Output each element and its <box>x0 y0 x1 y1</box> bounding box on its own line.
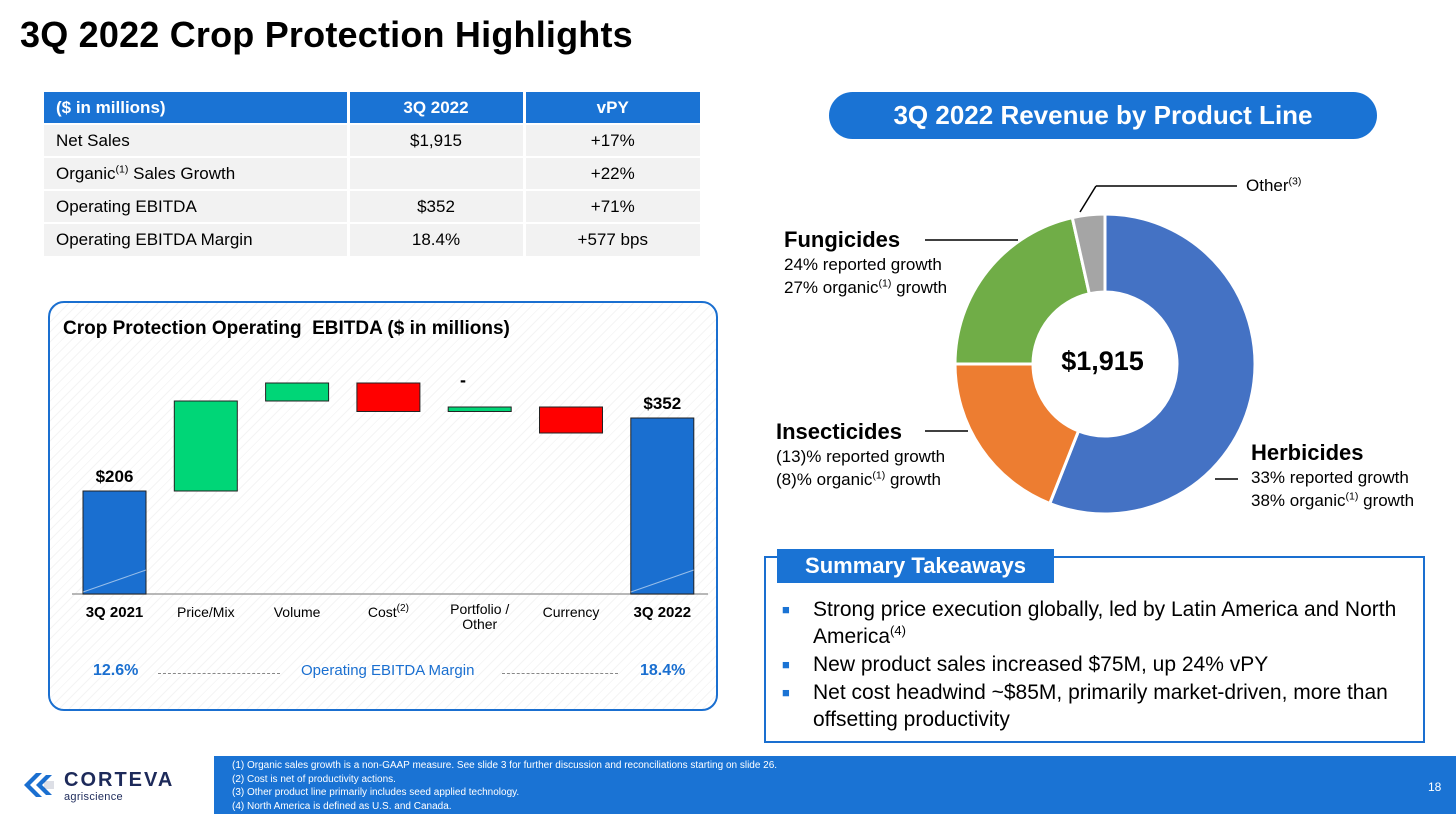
kpi-table: ($ in millions) 3Q 2022 vPY Net Sales $1,… <box>44 92 700 256</box>
kpi-row-value: $352 <box>348 189 526 223</box>
kpi-row-vpy: +22% <box>524 156 700 190</box>
kpi-row-value: 18.4% <box>348 222 526 256</box>
kpi-row-value <box>348 156 526 190</box>
summary-title: Summary Takeaways <box>777 549 1054 583</box>
revenue-title-pill: 3Q 2022 Revenue by Product Line <box>829 92 1377 139</box>
brand-name: CORTEVA <box>64 769 175 791</box>
footnote-4: (4) North America is defined as U.S. and… <box>232 800 452 812</box>
insecticides-reported: (13)% reported growth <box>776 447 946 466</box>
label-other: Other(3) <box>1246 175 1302 195</box>
footnotes: (1) Organic sales growth is a non-GAAP m… <box>232 759 777 813</box>
label-fungicides: Fungicides 24% reported growth 27% organ… <box>784 226 947 299</box>
summary-item: ■ New product sales increased $75M, up 24… <box>782 653 1269 676</box>
footer: CORTEVA agriscience <box>0 756 1456 814</box>
label-insecticides: Insecticides (13)% reported growth (8)% … <box>776 418 945 491</box>
footnote-2: (2) Cost is net of productivity actions. <box>232 773 396 785</box>
kpi-row: Operating EBITDA Margin 18.4% +577 bps <box>44 222 700 256</box>
corteva-leaf-icon <box>24 773 54 797</box>
kpi-row-vpy: +577 bps <box>524 222 700 256</box>
kpi-row-label: Net Sales <box>44 123 350 157</box>
bullet-square-icon: ■ <box>782 657 790 672</box>
herbicides-reported: 33% reported growth <box>1251 468 1409 487</box>
kpi-row-label: Operating EBITDA <box>44 189 350 223</box>
insecticides-organic: (8)% organic(1) growth <box>776 469 941 489</box>
bar-highlight <box>630 569 694 593</box>
waterfall-bar <box>630 417 695 595</box>
donut-slice <box>1070 212 1107 296</box>
category-label: Price/Mix <box>177 604 235 620</box>
label-herbicides: Herbicides 33% reported growth 38% organ… <box>1251 439 1414 512</box>
category-label: 3Q 2022 <box>634 604 692 621</box>
leader-line <box>1079 185 1097 213</box>
footnote-3: (3) Other product line primarily include… <box>232 787 520 798</box>
footer-bar <box>214 756 1456 814</box>
margin-2021: 12.6% <box>93 662 139 679</box>
kpi-row: Net Sales $1,915 +17% <box>44 123 700 157</box>
margin-label: Operating EBITDA Margin <box>301 662 475 679</box>
bullet-square-icon: ■ <box>782 602 790 617</box>
bullet-square-icon: ■ <box>782 685 790 700</box>
stray-mark: - <box>460 370 466 390</box>
summary-box <box>764 556 1425 743</box>
insecticides-name: Insecticides <box>776 419 902 444</box>
brand-sub: agriscience <box>64 791 123 803</box>
kpi-row: Organic(1) Sales Growth +22% <box>44 156 700 190</box>
summary-item: ■ Strong price execution globally, led by… <box>782 598 1397 648</box>
waterfall-bar <box>539 406 603 434</box>
kpi-header-units: ($ in millions) <box>44 92 350 124</box>
waterfall-bar <box>265 382 330 402</box>
kpi-header-vpy: vPY <box>524 92 700 124</box>
margin-dash-left <box>158 673 280 674</box>
kpi-header-row: ($ in millions) 3Q 2022 vPY <box>44 92 700 124</box>
footnote-1: (1) Organic sales growth is a non-GAAP m… <box>232 760 778 771</box>
fungicides-name: Fungicides <box>784 227 901 252</box>
category-label-line2: Other <box>462 616 497 632</box>
kpi-row-label: Organic(1) Sales Growth <box>44 156 350 190</box>
corteva-logo: CORTEVA agriscience <box>0 756 214 814</box>
summary-item: ■ Net cost headwind ~$85M, primarily mark… <box>782 681 1388 731</box>
herbicides-name: Herbicides <box>1251 440 1364 465</box>
waterfall-bar <box>356 382 421 412</box>
donut-slice <box>1047 212 1257 516</box>
page-number: 18 <box>1428 780 1442 794</box>
bar-data-label: $352 <box>643 394 681 413</box>
category-label: Portfolio / <box>450 601 509 617</box>
kpi-row-label: Operating EBITDA Margin <box>44 222 350 256</box>
margin-dash-right <box>502 673 618 674</box>
bar-data-label: $206 <box>96 467 134 486</box>
summary-list: ■ Strong price execution globally, led by… <box>780 596 1410 734</box>
fungicides-reported: 24% reported growth <box>784 255 942 274</box>
ebitda-panel <box>48 301 718 711</box>
kpi-row-value: $1,915 <box>348 123 526 157</box>
kpi-header-period: 3Q 2022 <box>348 92 526 124</box>
waterfall-bar <box>82 490 147 595</box>
margin-2022: 18.4% <box>640 662 686 679</box>
donut-center-value: $1,915 <box>1061 346 1144 376</box>
category-label: 3Q 2021 <box>86 604 144 621</box>
fungicides-organic: 27% organic(1) growth <box>784 277 948 297</box>
bar-highlight <box>82 569 147 593</box>
kpi-row-vpy: +17% <box>524 123 700 157</box>
waterfall-bar <box>173 400 238 492</box>
donut-slice <box>953 215 1092 366</box>
herbicides-organic: 38% organic(1) growth <box>1251 490 1415 510</box>
ebitda-chart-title: Crop Protection Operating EBITDA ($ in m… <box>63 318 510 339</box>
waterfall-bar <box>447 406 512 412</box>
category-label: Volume <box>274 604 321 620</box>
category-label: Currency <box>543 604 600 620</box>
page-title: 3Q 2022 Crop Protection Highlights <box>20 14 633 55</box>
donut-slice <box>953 362 1081 506</box>
kpi-row: Operating EBITDA $352 +71% <box>44 189 700 223</box>
kpi-row-vpy: +71% <box>524 189 700 223</box>
